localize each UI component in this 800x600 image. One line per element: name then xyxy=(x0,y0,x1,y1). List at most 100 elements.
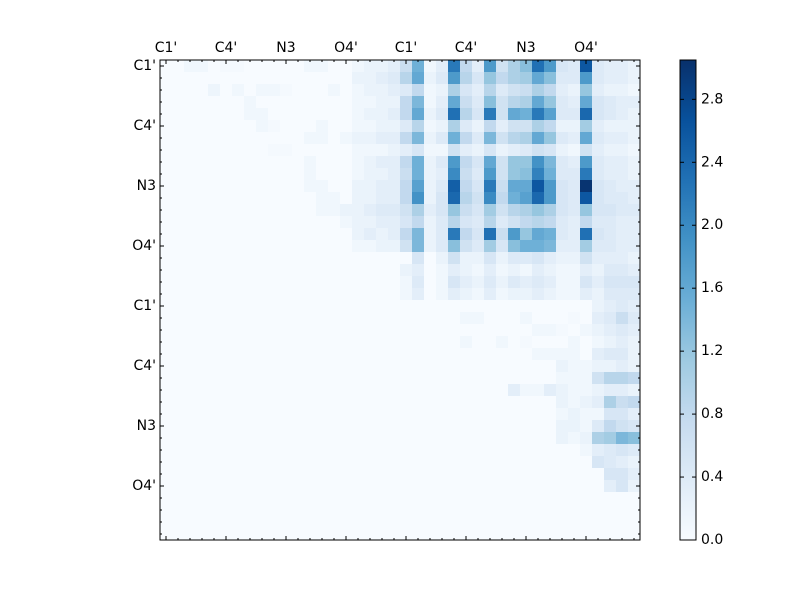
heatmap-cell xyxy=(304,360,317,373)
heatmap-cell xyxy=(328,432,341,445)
heatmap-cell xyxy=(412,504,425,517)
heatmap-cell xyxy=(532,60,545,73)
heatmap-cell xyxy=(184,468,197,481)
heatmap-cell xyxy=(616,324,629,337)
heatmap-cell xyxy=(580,348,593,361)
heatmap-cell xyxy=(592,240,605,253)
heatmap-cell xyxy=(220,96,233,109)
heatmap-cell xyxy=(268,204,281,217)
heatmap-cell xyxy=(280,240,293,253)
heatmap-cell xyxy=(280,456,293,469)
heatmap-cell xyxy=(520,384,533,397)
heatmap-cell xyxy=(448,408,461,421)
heatmap-cell xyxy=(340,144,353,157)
heatmap-cell xyxy=(544,324,557,337)
heatmap-cell xyxy=(568,456,581,469)
heatmap-cell xyxy=(544,300,557,313)
heatmap-cell xyxy=(412,180,425,193)
heatmap-cell xyxy=(304,192,317,205)
heatmap-cell xyxy=(352,72,365,85)
heatmap-cell xyxy=(484,228,497,241)
heatmap-cell xyxy=(544,120,557,133)
heatmap-cell xyxy=(460,396,473,409)
heatmap-cell xyxy=(460,528,473,541)
heatmap-cell xyxy=(352,456,365,469)
heatmap-cell xyxy=(328,204,341,217)
heatmap-cell xyxy=(388,456,401,469)
heatmap-cell xyxy=(400,168,413,181)
heatmap-cell xyxy=(208,180,221,193)
heatmap-cell xyxy=(316,156,329,169)
heatmap-cell xyxy=(376,408,389,421)
heatmap-cell xyxy=(196,156,209,169)
colorbar-tick-label: 2.8 xyxy=(701,91,723,107)
heatmap-cell xyxy=(172,180,185,193)
heatmap-cell xyxy=(172,480,185,493)
heatmap-cell xyxy=(592,468,605,481)
heatmap-cell xyxy=(520,480,533,493)
heatmap-cell xyxy=(556,372,569,385)
heatmap-cell xyxy=(256,312,269,325)
heatmap-cell xyxy=(328,144,341,157)
heatmap-cell xyxy=(256,132,269,145)
heatmap-cell xyxy=(244,216,257,229)
heatmap-cell xyxy=(328,252,341,265)
heatmap-cell xyxy=(364,252,377,265)
heatmap-cell xyxy=(628,84,641,97)
heatmap-cell xyxy=(472,528,485,541)
heatmap-cell xyxy=(160,120,173,133)
heatmap-cell xyxy=(352,444,365,457)
heatmap-cell xyxy=(460,156,473,169)
heatmap-cell xyxy=(280,276,293,289)
heatmap-cell xyxy=(220,456,233,469)
heatmap-cell xyxy=(412,120,425,133)
heatmap-cell xyxy=(340,264,353,277)
heatmap-cell xyxy=(568,312,581,325)
heatmap-cell xyxy=(592,216,605,229)
heatmap-cell xyxy=(376,216,389,229)
heatmap-cell xyxy=(532,504,545,517)
heatmap-cell xyxy=(292,396,305,409)
heatmap-cell xyxy=(196,528,209,541)
heatmap-cell xyxy=(244,492,257,505)
heatmap-cell xyxy=(328,180,341,193)
heatmap-cell xyxy=(484,120,497,133)
heatmap-cell xyxy=(388,192,401,205)
heatmap-cell xyxy=(232,276,245,289)
heatmap-cell xyxy=(616,432,629,445)
heatmap-cell xyxy=(460,168,473,181)
heatmap-cell xyxy=(244,504,257,517)
heatmap-cell xyxy=(424,468,437,481)
heatmap-cell xyxy=(340,288,353,301)
heatmap-cell xyxy=(508,300,521,313)
heatmap-cell xyxy=(352,516,365,529)
heatmap-cell xyxy=(484,156,497,169)
heatmap-cell xyxy=(412,264,425,277)
heatmap-cell xyxy=(484,468,497,481)
heatmap-cell xyxy=(448,192,461,205)
heatmap-cell xyxy=(424,492,437,505)
heatmap-cell xyxy=(328,480,341,493)
heatmap-cell xyxy=(616,516,629,529)
heatmap-cell xyxy=(172,492,185,505)
heatmap-cell xyxy=(364,456,377,469)
heatmap-cell xyxy=(280,516,293,529)
heatmap-cell xyxy=(208,480,221,493)
heatmap-cell xyxy=(268,144,281,157)
heatmap-cell xyxy=(436,216,449,229)
heatmap-cell xyxy=(616,60,629,73)
heatmap-cell xyxy=(580,60,593,73)
heatmap-cell xyxy=(220,132,233,145)
heatmap-cell xyxy=(424,444,437,457)
heatmap-cell xyxy=(352,468,365,481)
heatmap-cell xyxy=(220,468,233,481)
heatmap-cell xyxy=(244,348,257,361)
heatmap-cell xyxy=(208,156,221,169)
heatmap-cell xyxy=(568,324,581,337)
heatmap-cell xyxy=(304,528,317,541)
heatmap-cell xyxy=(364,432,377,445)
heatmap-cell xyxy=(592,336,605,349)
heatmap-cell xyxy=(460,480,473,493)
heatmap-cell xyxy=(376,492,389,505)
heatmap-cell xyxy=(352,504,365,517)
